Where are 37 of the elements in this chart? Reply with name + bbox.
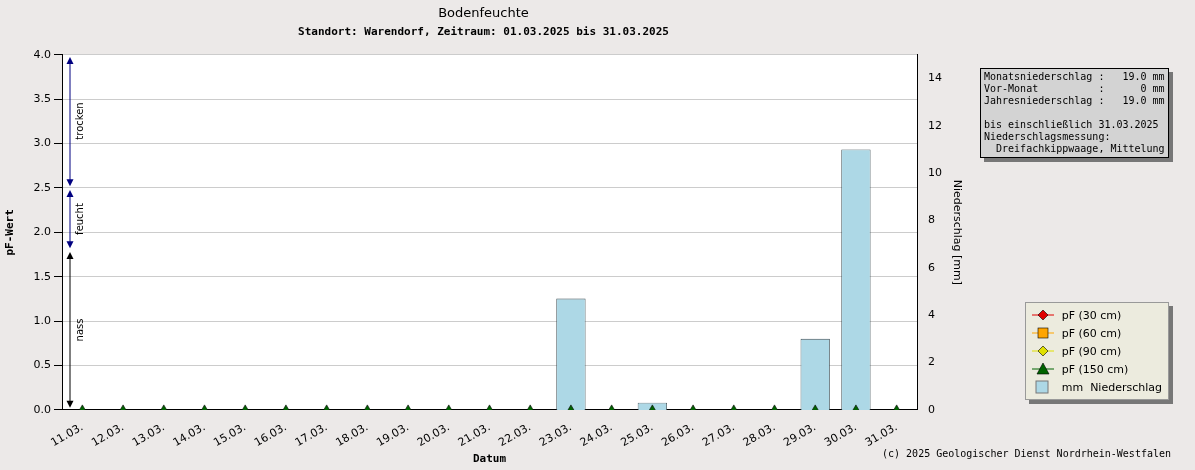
legend-label: pF (30 cm) [1061,308,1122,322]
y2-tick-label: 10 [928,166,942,180]
text: Vor-Monat : 0 mm [984,83,1165,95]
y-tick-label: 0.0 [33,402,51,416]
chart-title: Bodenfeuchte [438,5,529,21]
legend-label: pF (150 cm) [1061,362,1129,376]
y2-tick-label: 12 [928,118,942,132]
y-tick-label: 0.5 [33,358,51,372]
y2-tick-label: 6 [928,260,935,274]
y2-tick-label: 0 [928,402,935,416]
text: Dreifachkippwaage, Mittelung [995,143,1165,155]
text: (c) 2025 Geologischer Dienst Nordrhein-Westfalen [882,448,1171,459]
legend-label: pF (90 cm) [1061,344,1122,358]
legend-label: pF (60 cm) [1061,326,1122,340]
text: Monatsniederschlag : 19.0 mm [984,71,1165,83]
y-tick-label: 2.5 [33,180,51,194]
y-tick-label: 1.5 [33,269,51,283]
annotation: nass [74,318,86,342]
y2-tick-label: 14 [928,71,942,85]
y-axis-title: pF-Wert [3,209,17,256]
y2-tick-label: 4 [928,308,935,322]
y-tick-label: 3.0 [33,136,51,150]
text: Jahresniederschlag : 19.0 mm [984,95,1165,107]
text: bis einschließlich 31.03.2025 [984,119,1160,131]
x-axis-title: Datum [472,452,507,466]
y2-axis-title: Niederschlag [mm] [950,179,964,286]
annotation: trocken [74,102,86,141]
y-tick-label: 4.0 [33,47,51,61]
y-tick-label: 3.5 [33,92,51,106]
y-tick-label: 2.0 [33,225,51,239]
text: Niederschlagsmessung: [984,131,1112,143]
chart-subtitle: Standort: Warendorf, Zeitraum: 01.03.2025 bis 31.03.2025 [298,25,669,39]
y-tick-label: 1.0 [33,313,51,327]
y2-tick-label: 8 [928,213,935,227]
legend-label: mm Niederschlag [1061,380,1162,394]
annotation: feucht [74,203,86,235]
y2-tick-label: 2 [928,355,935,369]
